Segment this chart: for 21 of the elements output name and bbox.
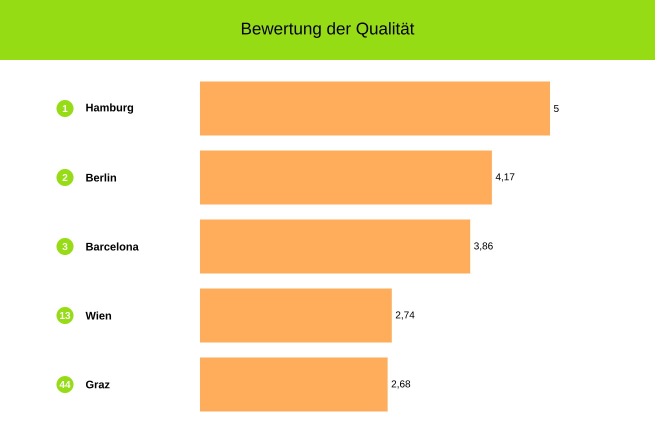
bar bbox=[200, 220, 470, 274]
bar bbox=[200, 82, 550, 136]
data-label: 2,74 bbox=[396, 311, 415, 320]
y-tick-label: Wien bbox=[86, 311, 112, 320]
bar bbox=[200, 358, 388, 412]
chart-title: Bewertung der Qualität bbox=[242, 22, 414, 38]
bar bbox=[200, 288, 392, 343]
text: 3 bbox=[62, 242, 68, 250]
y-tick-label: Berlin bbox=[86, 173, 116, 182]
y-tick-label: Graz bbox=[86, 380, 110, 388]
data-label: 4,17 bbox=[496, 173, 514, 182]
data-label: 5 bbox=[554, 105, 559, 112]
text: 1 bbox=[62, 105, 68, 112]
data-label: 2,68 bbox=[392, 380, 410, 389]
text: 13 bbox=[60, 312, 70, 320]
y-tick-label: Barcelona bbox=[86, 242, 139, 251]
data-label: 3,86 bbox=[474, 242, 493, 251]
y-tick-label: Hamburg bbox=[86, 103, 134, 114]
bar bbox=[200, 150, 492, 205]
text: 2 bbox=[62, 174, 68, 181]
text: 44 bbox=[60, 381, 71, 388]
